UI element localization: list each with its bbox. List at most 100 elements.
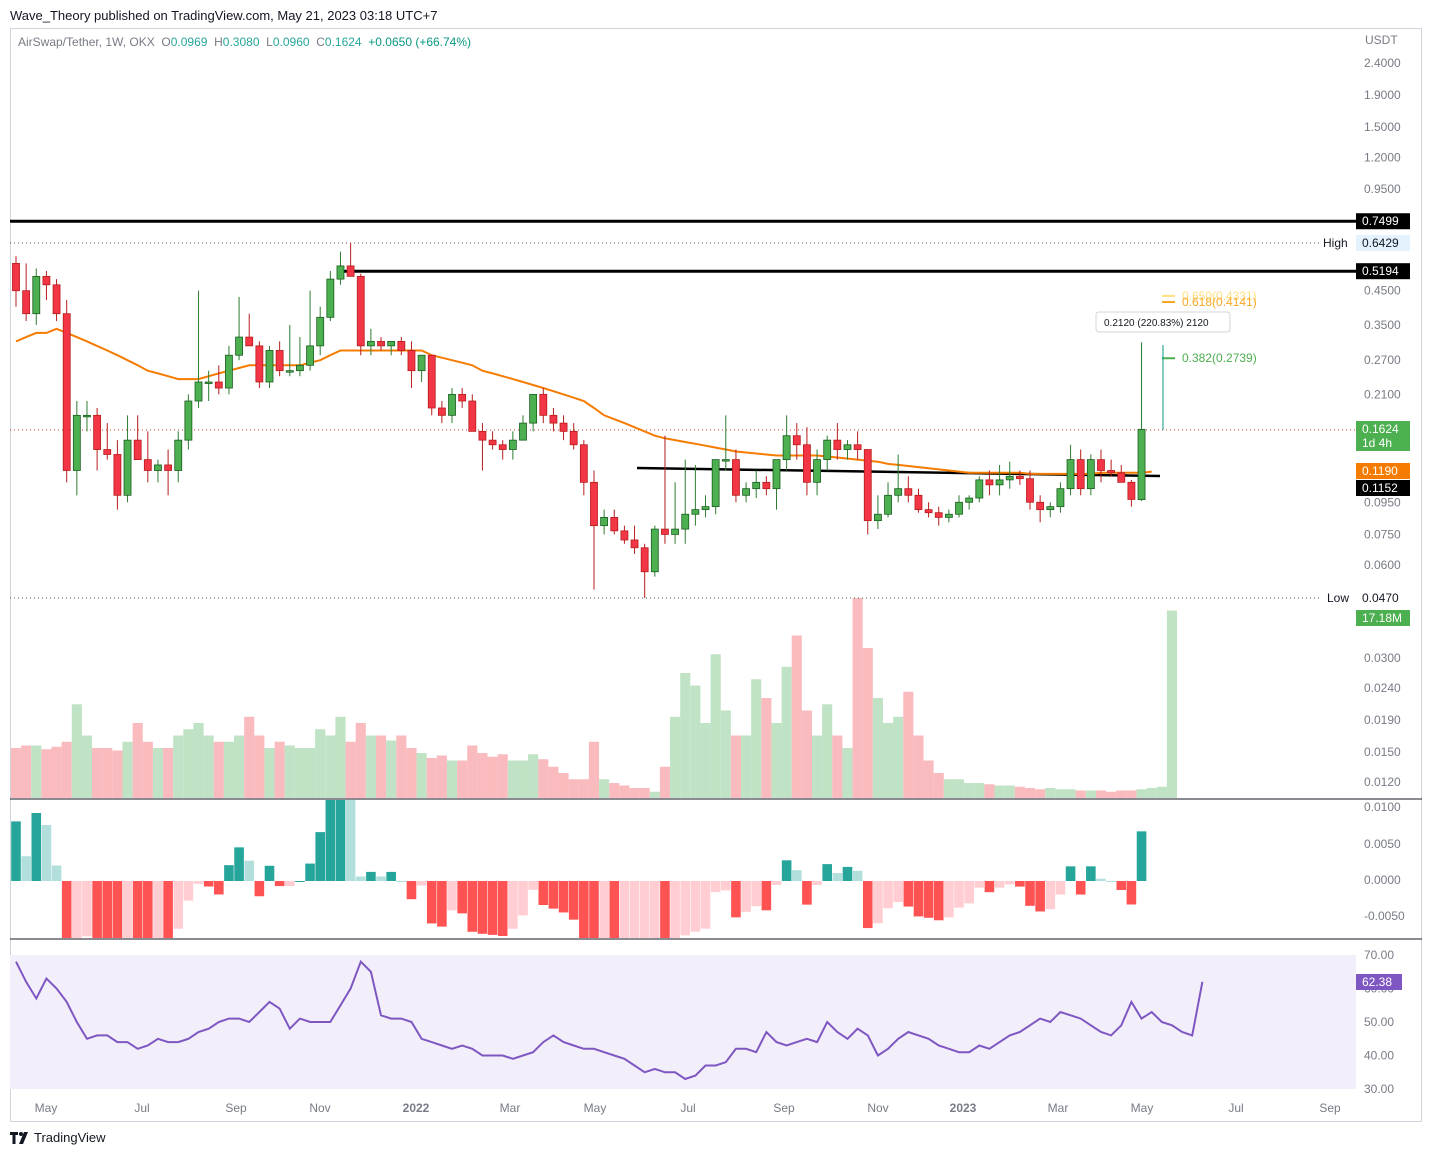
macd-histogram-bar	[214, 881, 224, 895]
fib-level-label: 0.650(0.4331)	[1182, 289, 1257, 303]
macd-histogram-bar	[284, 881, 295, 887]
volume-bar	[284, 745, 295, 798]
volume-bar	[1045, 788, 1056, 798]
volume-bar	[751, 679, 762, 798]
volume-tick: 0.0120	[1364, 775, 1401, 789]
time-tick: Sep	[773, 1101, 795, 1115]
volume-bar	[1055, 789, 1066, 798]
volume-bar	[1035, 789, 1046, 798]
volume-bar	[375, 735, 387, 798]
time-tick: May	[35, 1101, 58, 1115]
candle-body	[285, 370, 294, 373]
macd-histogram-bar	[467, 881, 478, 932]
macd-histogram-bar	[406, 881, 417, 900]
volume-bar	[578, 779, 589, 798]
price-tick: 1.5000	[1364, 120, 1401, 134]
candle-body	[174, 439, 183, 471]
candle-body	[417, 354, 426, 372]
volume-bar	[953, 779, 965, 798]
volume-bar	[396, 735, 407, 798]
volume-bar	[659, 766, 671, 798]
volume-bar	[690, 685, 701, 798]
candle-body	[255, 345, 264, 383]
price-tick: 0.2700	[1364, 353, 1401, 367]
price-tick: 0.3500	[1364, 318, 1401, 332]
macd-histogram-bar	[92, 881, 102, 938]
macd-histogram-bar	[710, 881, 721, 893]
candle-body	[914, 494, 923, 511]
candle-body	[458, 393, 467, 402]
last-price-tag: 0.1624	[1362, 422, 1399, 436]
publish-header: Wave_Theory published on TradingView.com…	[10, 8, 438, 23]
volume-bar	[507, 760, 518, 798]
macd-histogram-bar	[274, 881, 285, 887]
volume-bar	[102, 748, 113, 798]
candle-body	[813, 459, 821, 483]
volume-bar	[1136, 789, 1147, 798]
macd-histogram-bar	[771, 881, 782, 885]
macd-histogram-bar	[132, 881, 143, 938]
low-label: Low	[1327, 591, 1349, 605]
candle-body	[1117, 472, 1126, 483]
volume-bar	[426, 758, 437, 798]
macd-histogram-bar	[883, 881, 893, 909]
macd-histogram-bar	[1055, 881, 1066, 895]
candle-body	[154, 464, 162, 471]
volume-bar	[71, 704, 82, 798]
candle-body	[306, 345, 314, 366]
macd-histogram-bar	[173, 881, 184, 929]
price-tick: 0.0950	[1364, 495, 1401, 509]
rsi-tick: 30.00	[1364, 1082, 1394, 1096]
macd-tick: 0.0000	[1364, 873, 1401, 887]
time-tick: Mar	[500, 1101, 521, 1115]
time-tick: May	[584, 1101, 607, 1115]
candle-body	[265, 350, 274, 383]
macd-histogram-bar	[761, 881, 772, 911]
macd-histogram-bar	[903, 881, 914, 907]
volume-bar	[761, 698, 772, 798]
candle-body	[194, 381, 203, 402]
candle-body	[103, 449, 112, 455]
volume-bar	[781, 666, 792, 798]
volume-bar	[629, 788, 640, 798]
volume-bar	[234, 735, 245, 798]
candle-body	[701, 506, 710, 511]
macd-histogram-bar	[639, 881, 650, 938]
volume-bar	[264, 748, 275, 798]
macd-histogram-bar	[305, 863, 315, 881]
candle-body	[650, 528, 659, 573]
macd-histogram-bar	[254, 881, 265, 897]
candle-body	[721, 459, 730, 462]
macd-histogram-bar	[568, 881, 579, 920]
macd-histogram-bar	[852, 870, 863, 881]
volume-bar	[365, 735, 376, 798]
macd-histogram-bar	[832, 873, 843, 881]
macd-histogram-bar	[1096, 878, 1106, 881]
volume-bar	[568, 779, 579, 798]
candle-body	[12, 263, 20, 292]
candle-body	[1026, 478, 1034, 503]
candle-body	[965, 497, 974, 503]
macd-histogram-bar	[315, 832, 325, 881]
macd-histogram-bar	[295, 881, 305, 882]
candle-body	[448, 393, 456, 416]
volume-bar	[791, 635, 802, 798]
volume-bar	[893, 716, 904, 798]
volume-bar	[619, 785, 630, 798]
legend-low: 0.0960	[272, 35, 310, 49]
macd-histogram-bar	[873, 881, 883, 924]
volume-bar	[315, 729, 326, 798]
legend-high-label: H	[214, 35, 223, 49]
price-tick: 1.2000	[1364, 150, 1401, 164]
level-tag-bg	[1356, 480, 1410, 496]
volume-bar	[457, 760, 468, 798]
candle-body	[772, 459, 781, 490]
candle-body	[792, 435, 801, 446]
volume-bar	[31, 745, 42, 798]
volume-bar	[163, 748, 174, 798]
macd-histogram-bar	[599, 881, 609, 938]
candle-body	[549, 414, 558, 424]
macd-histogram-bar	[335, 800, 346, 881]
volume-bar	[639, 788, 650, 798]
